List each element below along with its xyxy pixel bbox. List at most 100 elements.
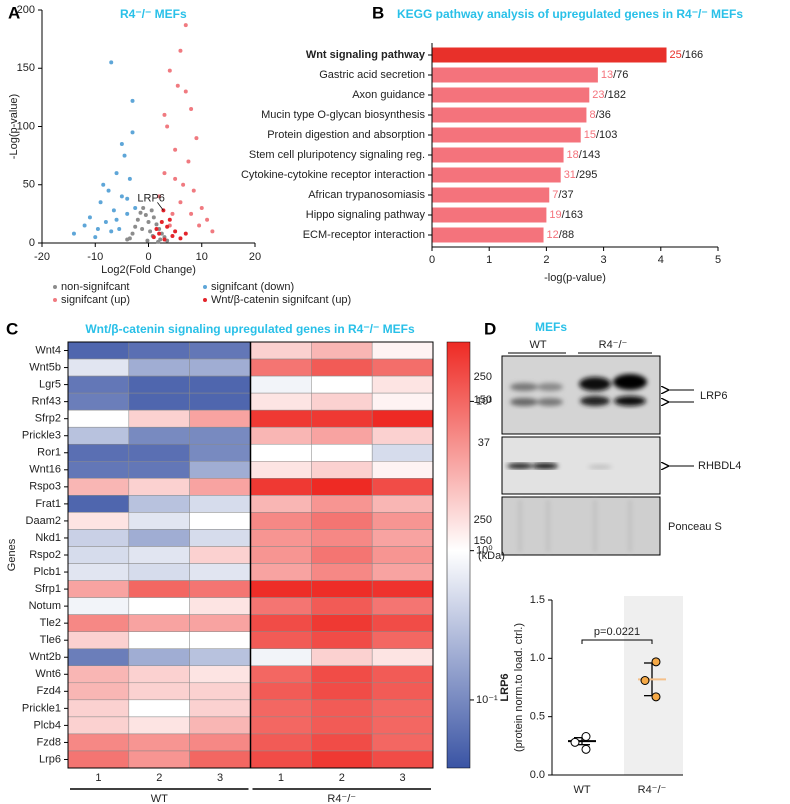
x-tick-label: -10 xyxy=(87,251,103,263)
point xyxy=(138,210,143,215)
significance-bracket xyxy=(581,639,653,644)
bar xyxy=(432,47,667,63)
cell xyxy=(67,699,130,718)
cell xyxy=(250,733,312,752)
point xyxy=(178,236,183,241)
pathway-size: /88 xyxy=(559,229,574,241)
row-label: Lrp6 xyxy=(39,753,61,765)
cell xyxy=(128,665,190,684)
point xyxy=(581,744,591,754)
marker-label: 37 xyxy=(478,437,490,449)
cell xyxy=(189,529,251,547)
bar xyxy=(432,107,587,123)
cell xyxy=(371,597,434,615)
row-label: Wnt2b xyxy=(29,651,61,663)
bar-label: 12/88 xyxy=(547,229,575,241)
row-label: Tle2 xyxy=(40,617,61,629)
point xyxy=(173,176,178,181)
point xyxy=(162,171,167,176)
row-label: Sfrp2 xyxy=(35,413,61,425)
point xyxy=(114,217,119,222)
chart-title: Wnt/β-catenin signaling upregulated gene… xyxy=(85,322,415,336)
cell xyxy=(128,716,190,735)
y-tick-label: 100 xyxy=(17,120,35,132)
point xyxy=(127,236,132,241)
pathway-size: /37 xyxy=(558,189,573,201)
x-tick-label: R4⁻/⁻ xyxy=(638,784,667,796)
pathway-size: /76 xyxy=(613,69,628,81)
cell xyxy=(250,597,312,615)
cell xyxy=(311,648,373,667)
row-label: Plcb4 xyxy=(33,719,61,731)
cell xyxy=(189,461,251,479)
point xyxy=(157,194,162,199)
pathway-size: /163 xyxy=(562,209,583,221)
legend-label: signifcant (down) xyxy=(211,281,294,293)
bar-label: 19/163 xyxy=(549,209,583,221)
marker-label: 250 xyxy=(474,371,492,383)
cell xyxy=(311,665,373,684)
x-tick-label: 10 xyxy=(196,251,208,263)
cell xyxy=(128,546,190,564)
cell xyxy=(371,716,434,735)
cell xyxy=(371,409,434,428)
category-label: Mucin type O-glycan biosynthesis xyxy=(261,109,425,121)
row-label: Frat1 xyxy=(35,498,61,510)
cell xyxy=(371,682,434,701)
x-tick-label: 0 xyxy=(429,254,435,266)
column-label: 1 xyxy=(278,772,284,784)
cell xyxy=(371,358,434,377)
point xyxy=(162,112,167,117)
point xyxy=(178,48,183,53)
cell xyxy=(371,614,434,632)
row-label: Fzd8 xyxy=(37,736,61,748)
point xyxy=(158,237,163,242)
row-label: Wnt6 xyxy=(35,668,61,680)
row-label: Ror1 xyxy=(37,447,61,459)
cell xyxy=(250,665,312,684)
cell xyxy=(128,563,190,581)
point xyxy=(181,182,186,187)
chart-title: R4⁻/⁻ MEFs xyxy=(120,7,187,21)
cell xyxy=(250,409,312,428)
point xyxy=(111,208,116,213)
point xyxy=(82,223,87,228)
annotation-line xyxy=(157,202,164,211)
point xyxy=(183,231,188,236)
point xyxy=(165,124,170,129)
cell xyxy=(67,409,130,428)
cell xyxy=(189,733,251,752)
cell xyxy=(189,546,251,564)
point xyxy=(651,692,661,702)
bar-label: 25/166 xyxy=(670,49,704,61)
x-axis-label: -log(p-value) xyxy=(544,272,606,284)
group-background xyxy=(624,596,683,775)
category-label: Protein digestion and absorption xyxy=(267,129,425,141)
cell xyxy=(250,682,312,701)
bands xyxy=(507,463,612,469)
column-label: 3 xyxy=(400,772,406,784)
hit-count: 12 xyxy=(547,229,559,241)
cell xyxy=(311,426,373,445)
cell xyxy=(371,563,434,581)
cell xyxy=(128,478,190,496)
cell xyxy=(311,495,373,513)
y-axis-label: (protein norm.to load. ctrl.) xyxy=(513,623,525,752)
cell xyxy=(128,461,190,479)
cell xyxy=(371,699,434,718)
point xyxy=(130,98,135,103)
cell xyxy=(371,392,434,411)
cell xyxy=(250,699,312,718)
marker-label: 150 xyxy=(474,394,492,406)
cell xyxy=(311,443,373,462)
point xyxy=(640,676,650,685)
row-label: Prickle3 xyxy=(22,430,61,442)
cell xyxy=(250,461,312,479)
cell xyxy=(128,614,190,632)
cell xyxy=(311,358,373,377)
column-label: 3 xyxy=(217,772,223,784)
bar xyxy=(432,187,550,203)
point xyxy=(87,215,92,220)
cell xyxy=(67,461,130,479)
cell xyxy=(189,392,251,411)
